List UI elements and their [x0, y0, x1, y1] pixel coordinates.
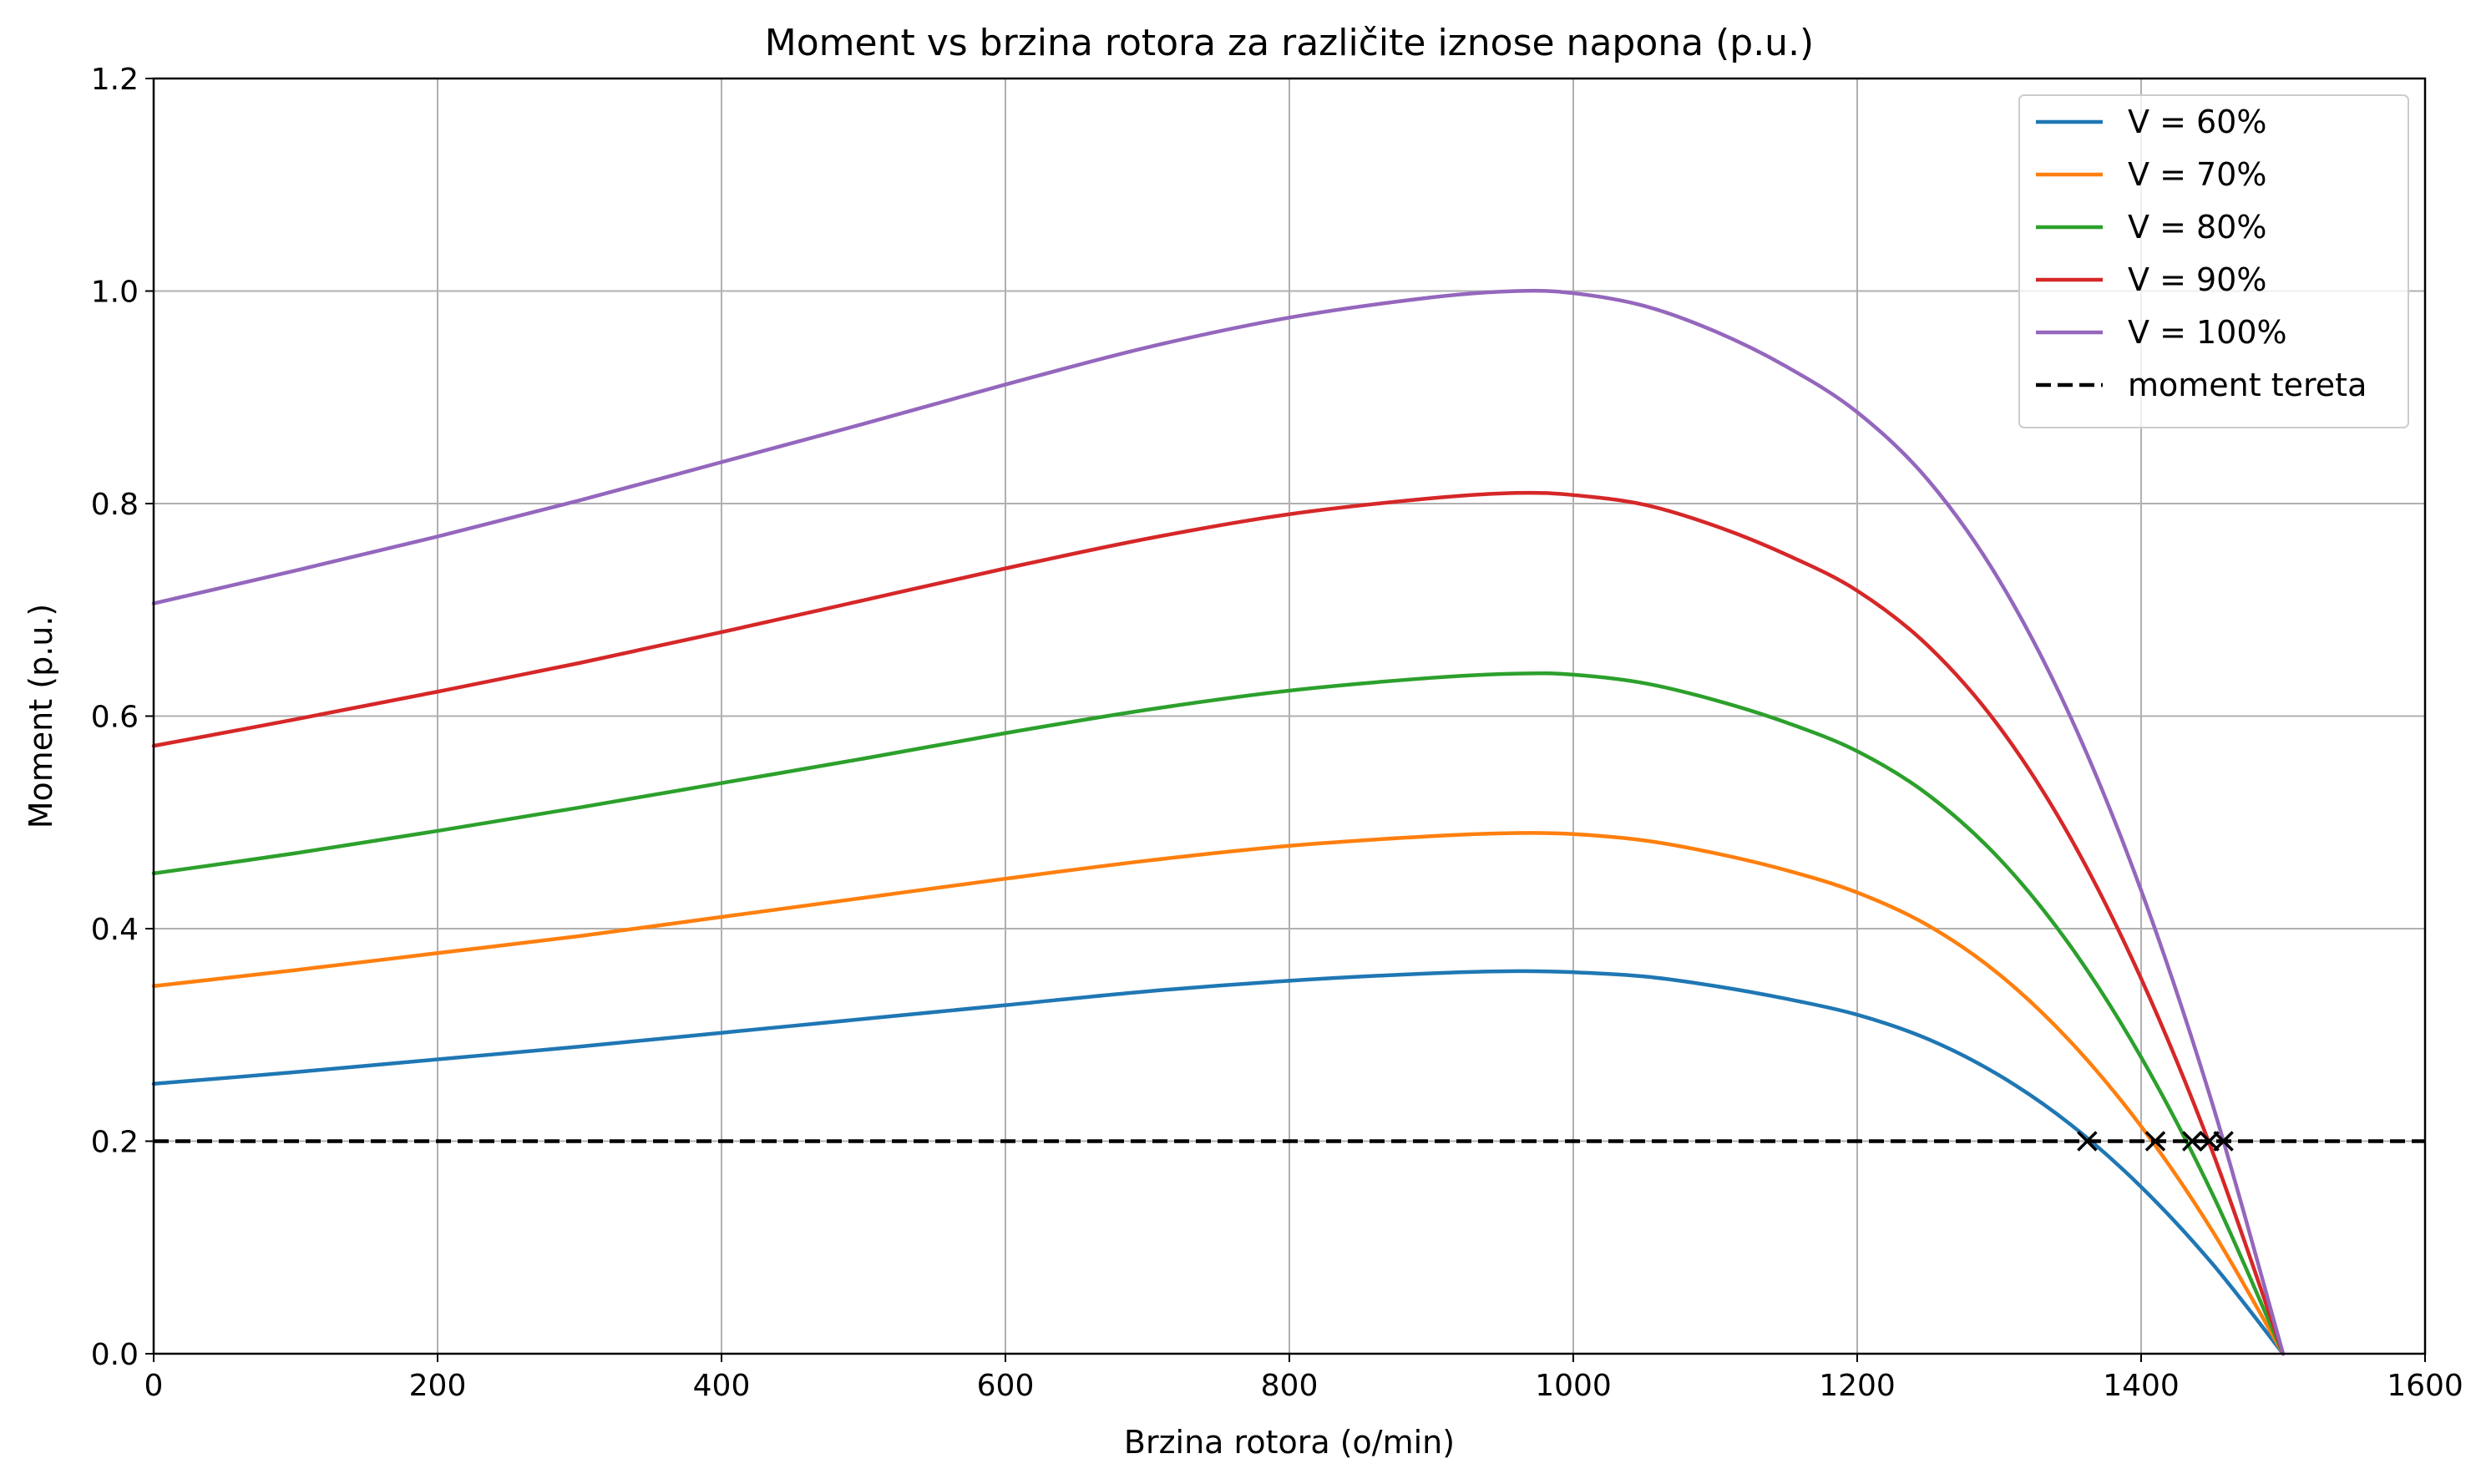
y-tick-label: 0.8: [91, 488, 139, 522]
y-tick-label: 1.0: [91, 276, 139, 310]
chart-title: Moment vs brzina rotora za različite izn…: [765, 22, 1814, 64]
x-tick-label: 1600: [2387, 1369, 2463, 1403]
x-tick-label: 800: [1261, 1369, 1319, 1403]
series-line-3: [151, 490, 2286, 1356]
legend-box: [2018, 94, 2409, 428]
x-tick-label: 1200: [1819, 1369, 1896, 1403]
series-line-2: [151, 671, 2286, 1356]
legend-label: V = 90%: [2128, 261, 2266, 298]
series-line-1: [151, 831, 2286, 1356]
axis-ticks: 0 200 400 600 800 1000 1200 1400 1600 0.0 0.2 0.4 0.…: [91, 63, 2463, 1403]
y-tick-label: 0.2: [91, 1126, 139, 1160]
legend-label: V = 80%: [2128, 209, 2266, 246]
legend-label: V = 100%: [2128, 314, 2287, 351]
x-tick-label: 400: [693, 1369, 751, 1403]
intersection-marker: [2181, 1131, 2203, 1152]
legend: V = 60% V = 70% V = 80% V = 90% V = 100% mome…: [2018, 94, 2409, 428]
x-tick-label: 1000: [1535, 1369, 1612, 1403]
legend-label: V = 70%: [2128, 156, 2266, 193]
intersection-marker: [2077, 1131, 2098, 1152]
intersection-markers: [2077, 1131, 2234, 1152]
series-line-4: [151, 288, 2286, 1356]
x-tick-label: 0: [144, 1369, 164, 1403]
legend-label: moment tereta: [2128, 367, 2367, 403]
x-tick-label: 200: [409, 1369, 467, 1403]
y-tick-label: 0.4: [91, 913, 139, 947]
y-axis-label: Moment (p.u.): [23, 604, 59, 829]
legend-label: V = 60%: [2128, 104, 2266, 140]
x-tick-label: 600: [977, 1369, 1035, 1403]
intersection-marker: [2213, 1131, 2234, 1152]
x-axis-label: Brzina rotora (o/min): [1124, 1424, 1455, 1461]
y-tick-label: 0.6: [91, 701, 139, 735]
x-tick-label: 1400: [2103, 1369, 2180, 1403]
y-tick-label: 1.2: [91, 63, 139, 97]
plot-lines: [151, 288, 2425, 1356]
intersection-marker: [2144, 1131, 2166, 1152]
y-tick-label: 0.0: [91, 1338, 139, 1372]
series-line-0: [151, 969, 2286, 1356]
